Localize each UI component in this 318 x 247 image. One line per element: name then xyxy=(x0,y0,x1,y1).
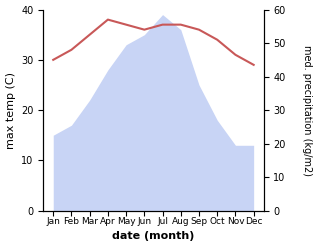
X-axis label: date (month): date (month) xyxy=(112,231,195,242)
Y-axis label: med. precipitation (kg/m2): med. precipitation (kg/m2) xyxy=(302,45,313,176)
Y-axis label: max temp (C): max temp (C) xyxy=(5,72,16,149)
